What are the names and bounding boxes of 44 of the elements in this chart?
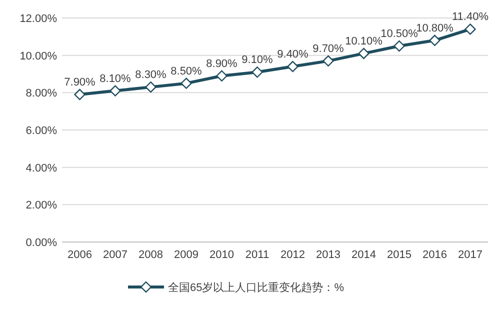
x-tick-label: 2011 (245, 249, 270, 261)
x-tick-label: 2016 (422, 249, 447, 261)
x-tick-label: 2012 (280, 249, 305, 261)
point (252, 66, 263, 78)
x-tick-label: 2017 (458, 249, 482, 261)
y-tick-label: 2.00% (26, 200, 58, 212)
y-tick-label: 10.00% (20, 50, 58, 62)
x-tick-label: 2013 (316, 249, 340, 261)
data-label: 8.50% (170, 65, 202, 78)
y-tick-label: 8.00% (26, 88, 58, 100)
data-label: 9.70% (312, 42, 344, 55)
point (110, 85, 121, 96)
x-tick-label: 2007 (103, 249, 128, 261)
point (74, 88, 86, 100)
data-label: 8.90% (206, 58, 238, 70)
x-tick-label: 2010 (210, 249, 234, 261)
data-label: 10.10% (345, 35, 383, 48)
point (216, 70, 228, 82)
point (358, 48, 370, 60)
point (429, 34, 440, 46)
x-tick-label: 2008 (138, 249, 163, 261)
point (180, 78, 192, 89)
data-label: 8.30% (135, 69, 167, 82)
point (394, 40, 405, 52)
legend-label: 全国65岁以上人口比重变化趋势：% (168, 281, 344, 294)
data-label: 10.80% (416, 22, 454, 34)
point (322, 55, 334, 67)
y-tick-label: 6.00% (26, 125, 58, 137)
data-label: 9.40% (277, 48, 309, 61)
point (145, 81, 156, 93)
data-label: 11.40% (452, 11, 489, 24)
y-tick-label: 12.00% (20, 13, 58, 25)
data-label: 10.50% (380, 28, 418, 40)
x-tick-label: 2015 (387, 249, 412, 261)
point (287, 60, 298, 72)
x-tick-label: 2009 (174, 249, 198, 261)
data-label: 8.10% (100, 72, 132, 85)
y-tick-label: 4.00% (26, 162, 58, 174)
point (464, 24, 476, 35)
x-tick-label: 2014 (352, 249, 376, 261)
x-tick-label: 2006 (68, 249, 92, 261)
data-label: 7.90% (64, 76, 96, 89)
data-label: 9.10% (242, 54, 274, 66)
y-tick-label: 0.00% (26, 237, 58, 249)
